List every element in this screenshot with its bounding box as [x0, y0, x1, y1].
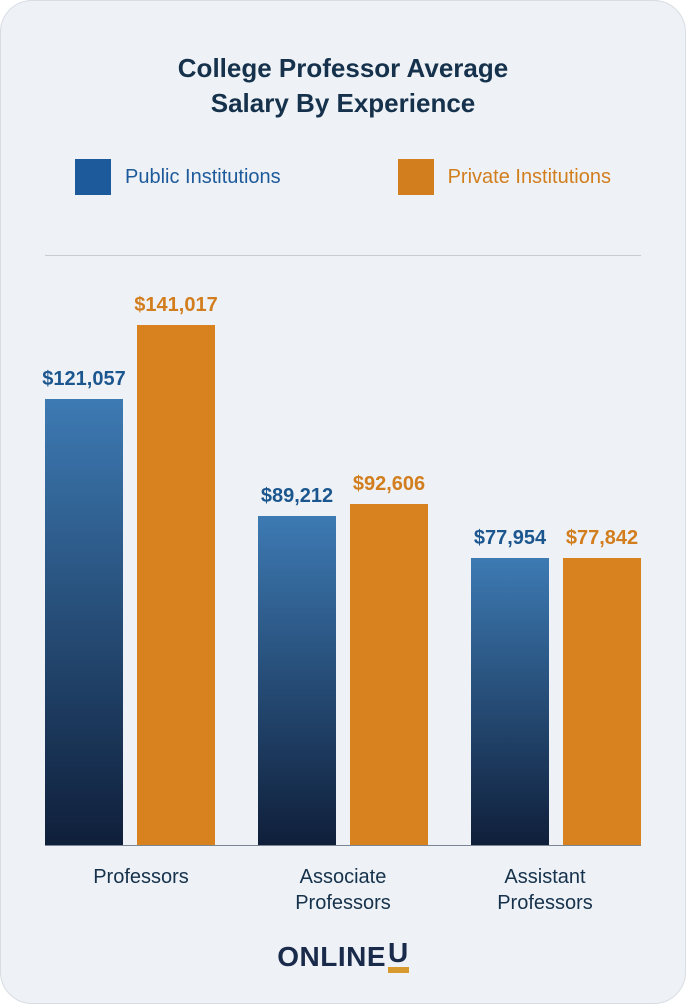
bar-wrapper-1-0: $89,212	[258, 255, 336, 845]
chart-baseline	[45, 845, 641, 846]
title-line-2: Salary By Experience	[45, 86, 641, 121]
footer-logo: ONLINEU	[45, 940, 641, 973]
bar-value-1-0: $89,212	[261, 485, 333, 508]
bar-wrapper-0-1: $141,017	[137, 255, 215, 845]
chart-card: College Professor Average Salary By Expe…	[0, 0, 686, 1004]
bar-wrapper-2-1: $77,842	[563, 255, 641, 845]
bar-group-1: $89,212 $92,606	[258, 255, 428, 845]
title-line-1: College Professor Average	[45, 51, 641, 86]
logo-text-online: ONLINE	[277, 941, 386, 973]
bar-wrapper-1-1: $92,606	[350, 255, 428, 845]
bar-2-0	[471, 558, 549, 845]
bar-2-1	[563, 558, 641, 845]
bar-wrapper-0-0: $121,057	[45, 255, 123, 845]
bar-1-1	[350, 504, 428, 845]
bar-wrapper-2-0: $77,954	[471, 255, 549, 845]
x-label-1: Associate Professors	[255, 864, 431, 916]
bars-row: $121,057 $141,017 $89,212 $92,606	[45, 255, 641, 845]
bar-group-0: $121,057 $141,017	[45, 255, 215, 845]
legend-item-public: Public Institutions	[75, 159, 281, 195]
legend-swatch-private	[398, 159, 434, 195]
bar-1-0	[258, 516, 336, 845]
legend: Public Institutions Private Institutions	[45, 159, 641, 195]
bar-0-1	[137, 325, 215, 845]
logo-text-u: U	[388, 940, 409, 973]
bar-value-0-0: $121,057	[42, 368, 125, 391]
bar-value-2-1: $77,842	[566, 527, 638, 550]
x-label-2: Assistant Professors	[457, 864, 633, 916]
bar-value-2-0: $77,954	[474, 527, 546, 550]
legend-swatch-public	[75, 159, 111, 195]
chart-area: $121,057 $141,017 $89,212 $92,606	[45, 255, 641, 845]
x-axis-labels: Professors Associate Professors Assistan…	[45, 864, 641, 916]
legend-label-private: Private Institutions	[448, 166, 611, 189]
legend-item-private: Private Institutions	[398, 159, 611, 195]
chart-title: College Professor Average Salary By Expe…	[45, 51, 641, 121]
bar-value-1-1: $92,606	[353, 473, 425, 496]
legend-label-public: Public Institutions	[125, 166, 281, 189]
bar-0-0	[45, 399, 123, 845]
bar-value-0-1: $141,017	[134, 294, 217, 317]
x-label-0: Professors	[53, 864, 229, 916]
bar-group-2: $77,954 $77,842	[471, 255, 641, 845]
